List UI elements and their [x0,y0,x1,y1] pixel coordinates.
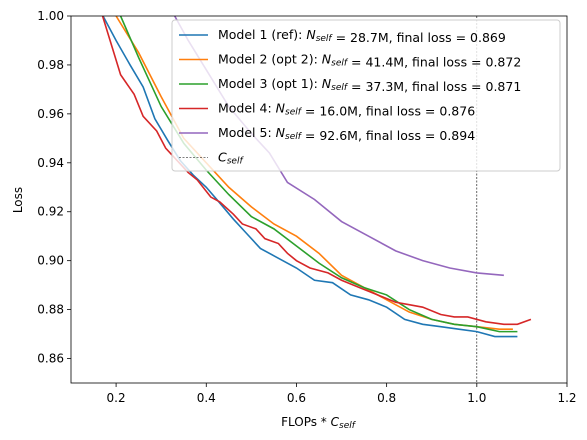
legend-label: Model 4: Nself = 16.0M, final loss = 0.8… [218,100,475,118]
y-tick-label: 0.88 [37,302,64,316]
series-line [101,16,532,326]
legend-label: Model 3 (opt 1): Nself = 37.3M, final lo… [218,76,521,94]
x-axis-label: FLOPs * Cself [281,415,357,431]
legend-label: Model 2 (opt 2): Nself = 41.4M, final lo… [218,51,521,69]
series-line [102,16,518,338]
x-tick-label: 0.8 [377,391,396,405]
legend-label: Cself [218,149,244,166]
y-tick-label: 0.86 [37,351,64,365]
x-tick-label: 0.2 [107,391,126,405]
y-tick-label: 0.92 [37,204,64,218]
y-tick-label: 0.94 [37,155,64,169]
legend-label: Model 5: Nself = 92.6M, final loss = 0.8… [218,125,475,143]
y-tick-label: 1.00 [37,9,64,23]
x-tick-label: 1.2 [557,391,576,405]
x-tick-label: 1.0 [467,391,486,405]
axes-frame [70,15,568,384]
legend: Model 1 (ref): Nself = 28.7M, final loss… [171,19,561,172]
y-tick-label: 0.96 [37,106,64,120]
y-tick-label: 0.98 [37,57,64,71]
legend-label: Model 1 (ref): Nself = 28.7M, final loss… [218,27,506,45]
x-tick-label: 0.4 [197,391,216,405]
y-axis-label: Loss [11,187,25,213]
legend-box [171,19,561,172]
x-tick-label: 0.6 [287,391,306,405]
y-tick-label: 0.90 [37,253,64,267]
